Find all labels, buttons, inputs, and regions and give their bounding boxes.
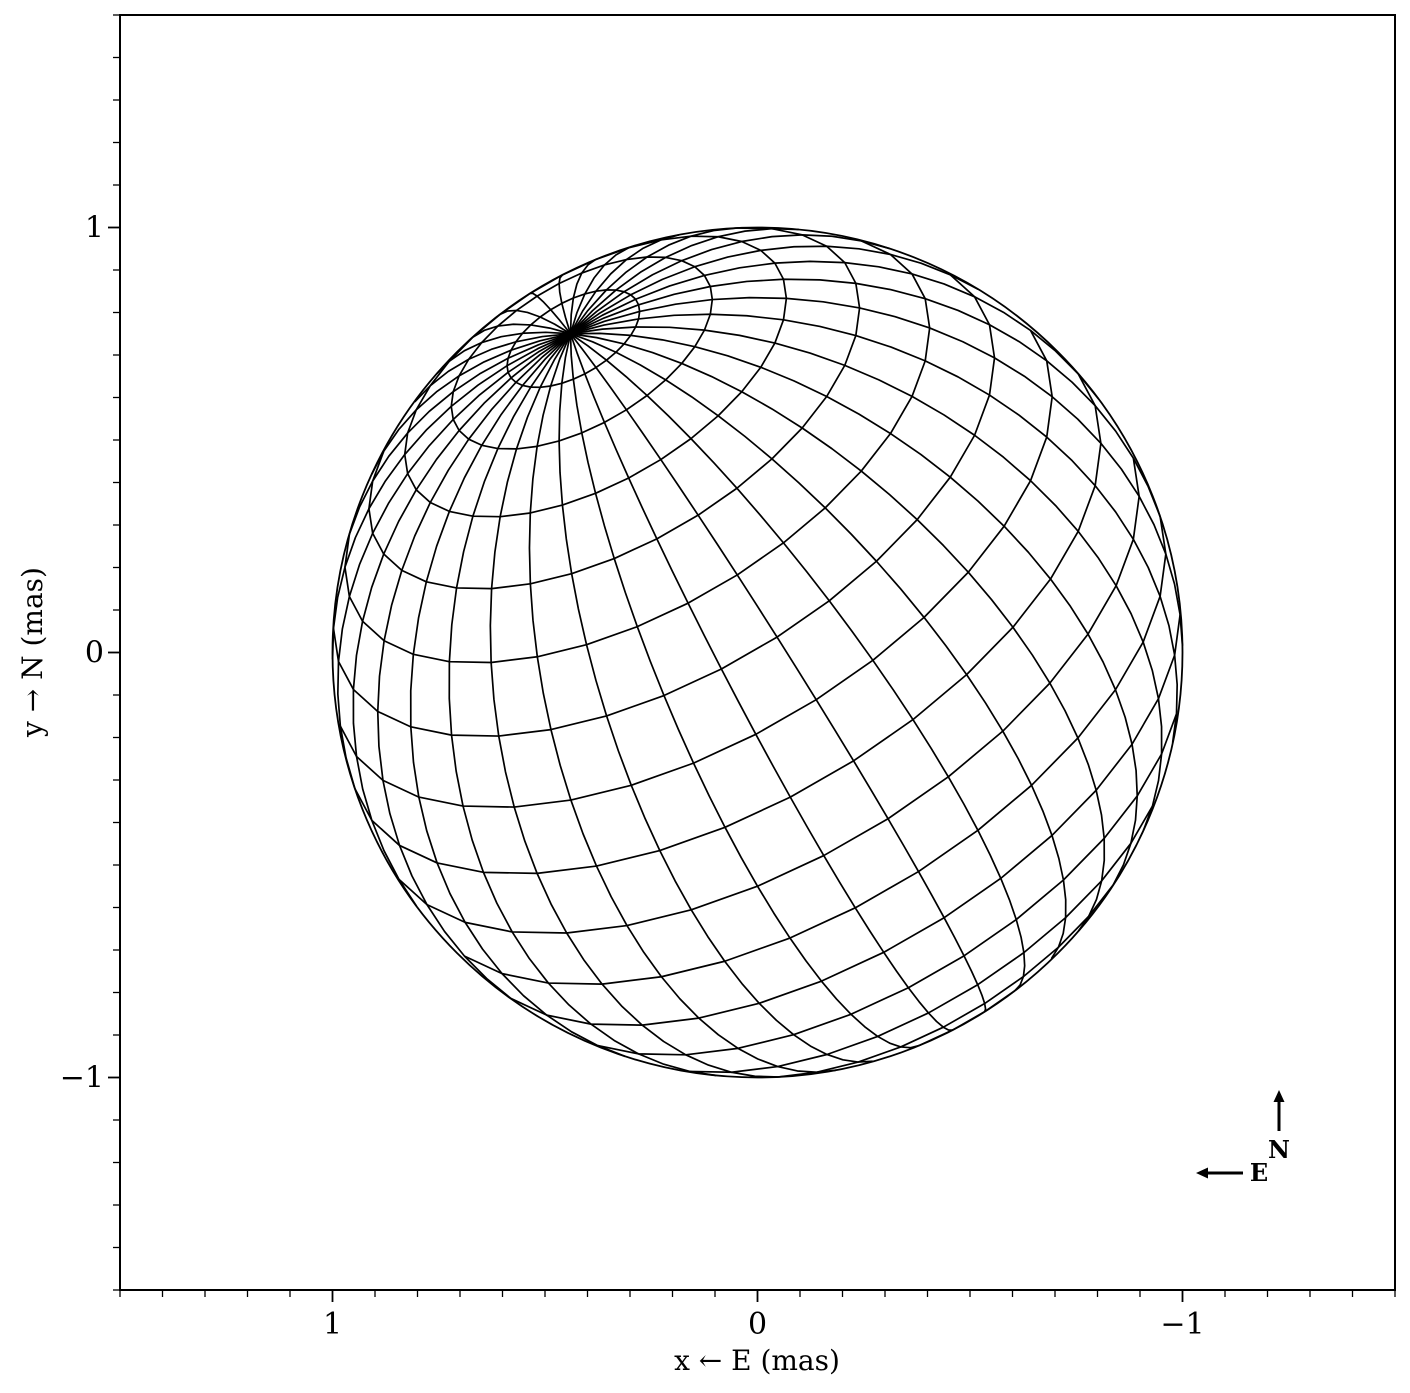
x-tick-label: 0 xyxy=(748,1307,767,1342)
longitude-line xyxy=(570,332,1139,886)
star-wireframe xyxy=(331,226,1184,1079)
longitude-line xyxy=(489,333,779,1078)
longitude-line xyxy=(558,333,873,1063)
longitude-line xyxy=(570,245,979,335)
longitude-line xyxy=(558,274,572,334)
longitude-line xyxy=(414,332,571,403)
east-arrowhead-icon xyxy=(1196,1167,1208,1179)
longitude-line xyxy=(336,333,571,789)
longitude-line xyxy=(570,313,1179,743)
y-axis-ticks: 1 0 −1 xyxy=(60,14,120,1291)
latitude-line xyxy=(332,274,996,737)
x-axis-ticks: 1 0 −1 xyxy=(119,1290,1396,1342)
longitude-line xyxy=(569,333,953,1031)
longitude-line xyxy=(570,296,1184,646)
latitude-line xyxy=(354,373,1102,875)
longitude-line xyxy=(569,234,890,335)
latitude-line xyxy=(689,805,1154,1074)
y-axis-label: y → N (mas) xyxy=(16,567,49,738)
latitude-line xyxy=(510,614,1181,1026)
longitude-line xyxy=(528,333,836,1074)
longitude-line xyxy=(569,227,799,335)
longitude-line xyxy=(569,333,987,1012)
north-label: N xyxy=(1268,1135,1290,1164)
longitude-line xyxy=(570,333,1026,992)
star-limb xyxy=(331,226,1184,1079)
longitude-line xyxy=(409,333,626,1058)
longitude-line xyxy=(331,332,571,660)
plot-area xyxy=(120,15,1395,1290)
longitude-line xyxy=(352,333,571,907)
longitude-line xyxy=(530,292,572,335)
longitude-line xyxy=(570,332,1106,932)
latitude-line xyxy=(398,457,1140,934)
latitude-line xyxy=(339,330,1054,808)
longitude-line xyxy=(370,332,571,475)
longitude-line xyxy=(569,233,680,335)
latitude-line xyxy=(777,884,1114,1078)
x-tick-label: −1 xyxy=(1160,1307,1204,1342)
x-axis-label: x ← E (mas) xyxy=(674,1344,840,1377)
y-tick-label: −1 xyxy=(60,1061,104,1096)
longitude-line xyxy=(348,332,571,535)
longitude-line xyxy=(570,326,1163,831)
y-tick-label: 0 xyxy=(85,636,104,671)
east-label: E xyxy=(1250,1158,1268,1187)
longitude-line xyxy=(570,332,1067,960)
north-arrowhead-icon xyxy=(1273,1090,1285,1102)
longitude-line xyxy=(569,258,597,334)
longitude-line xyxy=(499,309,571,335)
compass: N E xyxy=(1196,1090,1290,1187)
longitude-line xyxy=(472,323,571,338)
y-tick-label: 1 xyxy=(85,211,104,246)
longitude-line xyxy=(569,333,920,1049)
longitude-line xyxy=(570,260,1100,400)
longitude-line xyxy=(569,227,738,335)
longitude-line xyxy=(376,333,572,1000)
longitude-line xyxy=(436,331,571,375)
longitude-line xyxy=(569,247,630,334)
latitude-line xyxy=(597,713,1178,1056)
longitude-line xyxy=(570,278,1161,517)
x-tick-label: 1 xyxy=(323,1307,342,1342)
longitude-line xyxy=(448,333,717,1077)
